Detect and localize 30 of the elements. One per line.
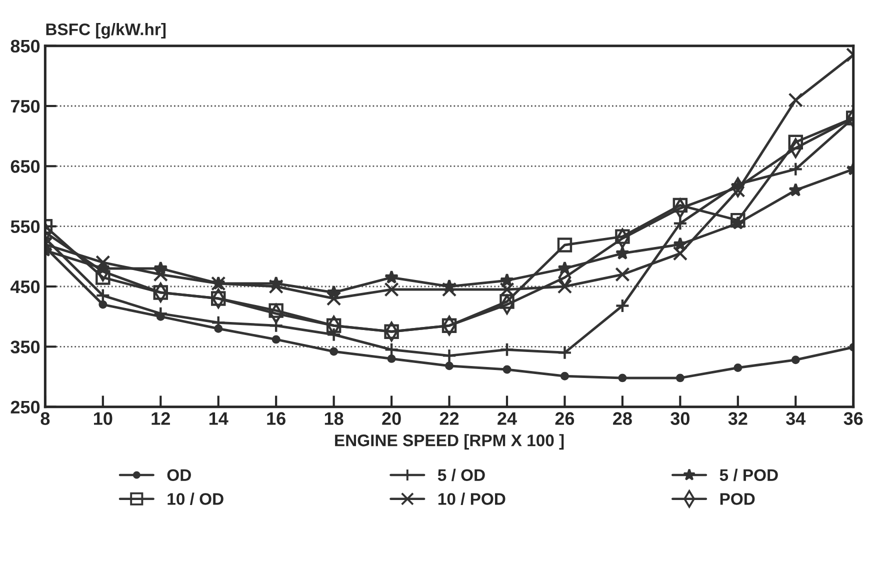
legend-label: POD	[720, 493, 755, 505]
x-tick-label: 30	[670, 412, 690, 425]
x-tick-label: 12	[152, 412, 170, 425]
x-axis-title: ENGINE SPEED [RPM X 100 ]	[335, 434, 564, 450]
x-tick-label: 8	[40, 412, 50, 425]
x-tick-label: 34	[786, 412, 806, 425]
x-tick-label: 36	[844, 412, 863, 425]
y-tick-label: 250	[10, 400, 40, 414]
legend-label: 10 / POD	[438, 492, 506, 506]
x-tick-label: 16	[267, 412, 286, 425]
y-tick-label: 450	[10, 280, 40, 294]
y-tick-label: 750	[10, 100, 40, 113]
y-tick-label: 350	[10, 340, 40, 354]
x-tick-label: 26	[555, 412, 574, 425]
x-tick-label: 24	[498, 412, 517, 425]
x-tick-label: 20	[382, 412, 401, 425]
x-tick-label: 10	[94, 412, 112, 425]
legend-label: 10 / OD	[168, 492, 224, 506]
y-tick-label: 850	[10, 40, 40, 53]
x-tick-label: 14	[209, 412, 228, 425]
y-tick-label: 550	[10, 220, 40, 234]
legend-label: 5 / POD	[720, 468, 778, 482]
x-tick-label: 28	[613, 412, 632, 425]
x-tick-label: 32	[728, 412, 748, 425]
legend-label: OD	[167, 469, 191, 481]
y-axis-title: BSFC [g/kW.hr]	[46, 23, 166, 39]
x-tick-label: 22	[440, 412, 459, 425]
x-tick-label: 18	[324, 412, 344, 425]
legend-label: 5 / OD	[438, 468, 485, 482]
y-tick-label: 650	[10, 160, 40, 173]
